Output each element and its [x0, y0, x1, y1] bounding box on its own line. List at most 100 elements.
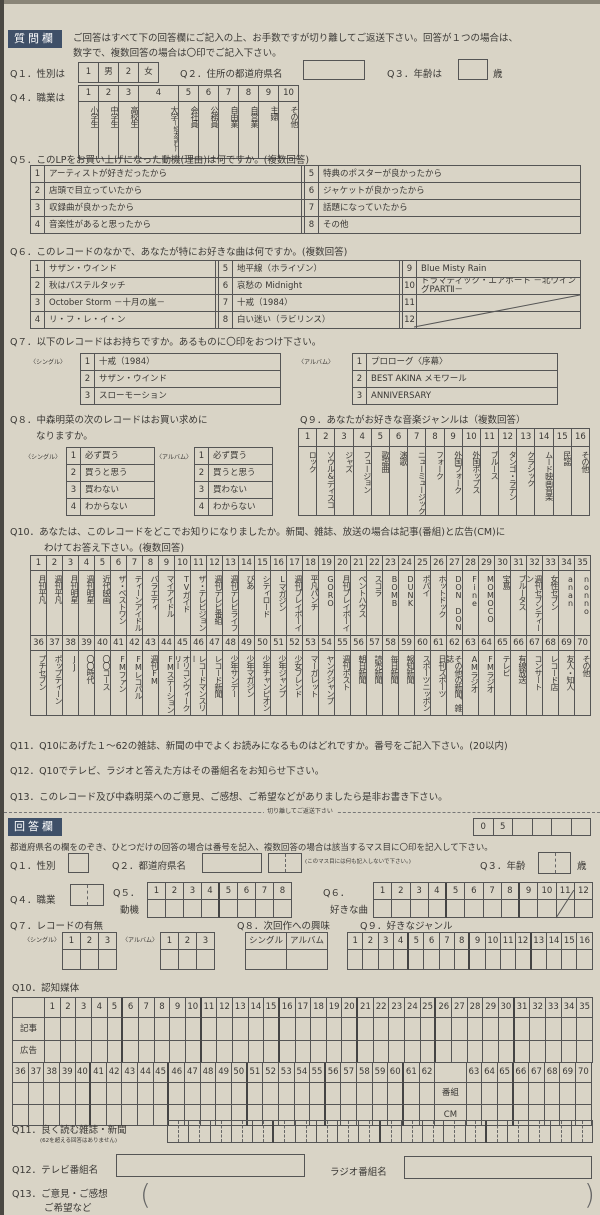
answer-q11-number-box[interactable] — [444, 1121, 466, 1143]
answer-q11-number-box[interactable] — [274, 1121, 296, 1143]
answer-q10-ad-cell[interactable] — [279, 1041, 296, 1063]
answer-q10-cell[interactable] — [216, 1083, 232, 1105]
answer-q5-answer-cell[interactable] — [166, 900, 184, 918]
answer-q10-cell[interactable] — [263, 1105, 279, 1126]
answer-q10-article-cell[interactable] — [514, 1018, 531, 1041]
radio-program-field[interactable] — [404, 1156, 592, 1179]
answer-q10-ad-cell[interactable] — [499, 1041, 515, 1063]
answer-q5-answer-cell[interactable] — [256, 900, 274, 918]
answer-q11-number-box[interactable] — [338, 1121, 360, 1143]
answer-q10-ad-cell[interactable] — [311, 1041, 327, 1063]
answer-q10-ad-cell[interactable] — [201, 1041, 218, 1063]
answer-q10-ad-cell[interactable] — [342, 1041, 359, 1063]
answer-q10-cell[interactable] — [294, 1105, 311, 1126]
answer-q10-ad-cell[interactable] — [232, 1041, 249, 1063]
answer-q10-cell[interactable] — [357, 1105, 373, 1126]
answer-q10-article-cell[interactable] — [326, 1018, 343, 1041]
answer-q10-article-cell[interactable] — [279, 1018, 296, 1041]
answer-q11-number-box[interactable] — [168, 1121, 190, 1143]
answer-q10-article-cell[interactable] — [232, 1018, 249, 1041]
answer-q10-cell[interactable] — [231, 1083, 248, 1105]
answer-q10-cell[interactable] — [13, 1083, 29, 1105]
answer-q10-article-cell[interactable] — [154, 1018, 171, 1041]
answer-q11-number-box[interactable] — [359, 1121, 381, 1143]
answer-q9-answer-cell[interactable] — [348, 950, 364, 970]
answer-q10-ad-cell[interactable] — [91, 1041, 108, 1063]
answer-q10-program-cell[interactable] — [466, 1083, 483, 1105]
answer-q6-answer-cell[interactable] — [520, 900, 539, 918]
answer-q9-answer-cell[interactable] — [516, 950, 532, 970]
answer-q10-article-cell[interactable] — [483, 1018, 500, 1041]
answer-q10-article-cell[interactable] — [295, 1018, 312, 1041]
answer-q9-answer-cell[interactable] — [378, 950, 394, 970]
answer-q6-answer-cell[interactable] — [538, 900, 557, 918]
answer-q10-cell[interactable] — [231, 1105, 248, 1126]
answer-q9-answer-cell[interactable] — [485, 950, 501, 970]
answer-q10-ad-cell[interactable] — [546, 1041, 562, 1063]
answer-q10-ad-cell[interactable] — [76, 1041, 92, 1063]
answer-q10-cell[interactable] — [138, 1105, 154, 1126]
answer-q10-article-cell[interactable] — [467, 1018, 484, 1041]
answer-q10-cell[interactable] — [106, 1083, 123, 1105]
answer-q11-number-box[interactable] — [189, 1121, 211, 1143]
answer-q10-article-cell[interactable] — [530, 1018, 546, 1041]
answer-q10-ad-cell[interactable] — [373, 1041, 390, 1063]
answer-q10-ad-cell[interactable] — [452, 1041, 468, 1063]
answer-q10-program-cell[interactable] — [482, 1083, 498, 1105]
answer-q9-answer-cell[interactable] — [500, 950, 517, 970]
answer-q10-cell[interactable] — [216, 1105, 232, 1126]
answer-q10-program-cell[interactable] — [576, 1083, 592, 1105]
answer-q4-box[interactable] — [70, 884, 104, 906]
answer-q10-article-cell[interactable] — [373, 1018, 390, 1041]
answer-q6-answer-cell[interactable] — [392, 900, 411, 918]
answer-q10-article-cell[interactable] — [358, 1018, 374, 1041]
answer-q10-cell[interactable] — [122, 1105, 139, 1126]
answer-q10-cell[interactable] — [278, 1083, 295, 1105]
answer-q10-ad-cell[interactable] — [154, 1041, 171, 1063]
answer-q10-cell[interactable] — [419, 1105, 436, 1126]
answer-q10-article-cell[interactable] — [561, 1018, 578, 1041]
answer-q11-number-box[interactable] — [210, 1121, 232, 1143]
answer-q10-cm-cell[interactable] — [482, 1105, 498, 1126]
answer-q10-ad-cell[interactable] — [467, 1041, 484, 1063]
answer-q10-program-cell[interactable] — [497, 1083, 514, 1105]
answer-q10-cell[interactable] — [325, 1105, 342, 1126]
answer-q10-cell[interactable] — [263, 1083, 279, 1105]
answer-q9-answer-cell[interactable] — [439, 950, 456, 970]
answer-q10-article-cell[interactable] — [389, 1018, 406, 1041]
answer-q10-article-cell[interactable] — [311, 1018, 327, 1041]
answer-q10-cell[interactable] — [91, 1105, 107, 1126]
answer-q10-cell[interactable] — [28, 1083, 45, 1105]
answer-q10-cell[interactable] — [294, 1083, 311, 1105]
answer-q6-answer-cell[interactable] — [556, 900, 575, 918]
answer-q10-article-cell[interactable] — [217, 1018, 233, 1041]
answer-q11-number-box[interactable] — [401, 1121, 423, 1143]
answer-q11-number-box[interactable] — [465, 1121, 487, 1143]
answer-q10-cell[interactable] — [310, 1083, 326, 1105]
answer-q10-cell[interactable] — [310, 1105, 326, 1126]
answer-q7-single-answer-cell[interactable] — [81, 950, 99, 970]
tv-program-field[interactable] — [116, 1154, 305, 1177]
answer-q10-article-cell[interactable] — [546, 1018, 562, 1041]
answer-q10-cell[interactable] — [388, 1105, 405, 1126]
answer-q10-ad-cell[interactable] — [170, 1041, 186, 1063]
answer-q10-cell[interactable] — [357, 1083, 373, 1105]
answer-q10-cell[interactable] — [59, 1105, 76, 1126]
answer-q5-answer-cell[interactable] — [148, 900, 166, 918]
answer-q10-article-cell[interactable] — [138, 1018, 155, 1041]
answer-q10-ad-cell[interactable] — [138, 1041, 155, 1063]
answer-q10-article-cell[interactable] — [91, 1018, 108, 1041]
answer-q11-number-box[interactable] — [550, 1121, 572, 1143]
answer-q7-album-answer-cell[interactable] — [161, 950, 179, 970]
answer-q7-single-answer-cell[interactable] — [99, 950, 117, 970]
answer-q10-cell[interactable] — [44, 1083, 60, 1105]
answer-q10-cell[interactable] — [138, 1083, 154, 1105]
answer-q10-cm-cell[interactable] — [466, 1105, 483, 1126]
answer-q5-answer-cell[interactable] — [274, 900, 292, 918]
answer-q5-answer-cell[interactable] — [238, 900, 256, 918]
answer-q10-article-cell[interactable] — [499, 1018, 515, 1041]
answer-q6-answer-cell[interactable] — [465, 900, 484, 918]
answer-q10-ad-cell[interactable] — [45, 1041, 61, 1063]
answer-q10-cell[interactable] — [372, 1083, 389, 1105]
answer-q10-article-cell[interactable] — [76, 1018, 92, 1041]
